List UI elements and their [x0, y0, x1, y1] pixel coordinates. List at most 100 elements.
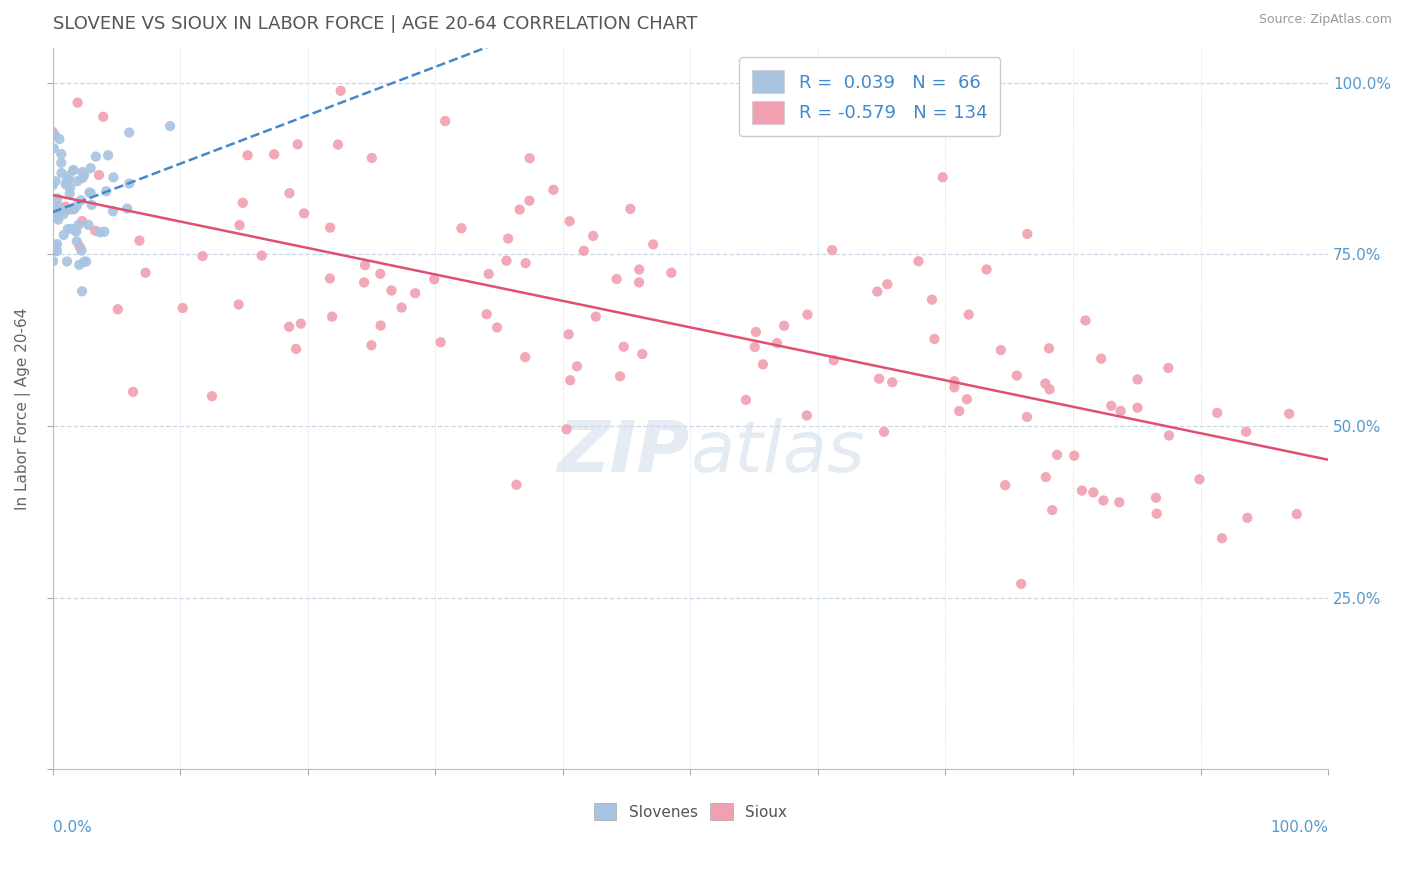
Point — [62, 202, 84, 216]
Point — [582, 228, 605, 243]
Point — [48, 132, 70, 146]
Point — [77, 218, 100, 232]
Point — [62, 163, 84, 178]
Point — [42, 254, 65, 268]
Point — [976, 262, 998, 277]
Point — [45, 174, 67, 188]
Point — [1126, 401, 1149, 415]
Point — [628, 276, 651, 290]
Point — [609, 369, 631, 384]
Point — [796, 409, 818, 423]
Point — [69, 240, 91, 254]
Point — [360, 151, 382, 165]
Point — [907, 254, 929, 268]
Point — [128, 234, 150, 248]
Point — [882, 375, 904, 389]
Point — [51, 147, 73, 161]
Point — [326, 137, 349, 152]
Point — [292, 206, 315, 220]
Text: 0.0%: 0.0% — [52, 820, 91, 835]
Point — [924, 332, 946, 346]
Point — [70, 285, 93, 299]
Point — [91, 110, 114, 124]
Point — [56, 222, 79, 236]
Point — [1038, 341, 1060, 355]
Point — [1033, 376, 1056, 391]
Point — [543, 183, 565, 197]
Point — [557, 327, 579, 342]
Point — [434, 114, 457, 128]
Point — [613, 340, 636, 354]
Point — [948, 404, 970, 418]
Point — [360, 338, 382, 352]
Point — [80, 198, 103, 212]
Point — [1071, 483, 1094, 498]
Point — [134, 266, 156, 280]
Point — [45, 244, 67, 258]
Point — [159, 119, 181, 133]
Point — [1188, 472, 1211, 486]
Point — [823, 353, 845, 368]
Point — [63, 202, 86, 216]
Point — [96, 184, 118, 198]
Point — [49, 205, 72, 219]
Point — [1211, 531, 1233, 545]
Point — [97, 148, 120, 162]
Point — [1083, 485, 1105, 500]
Point — [1017, 227, 1039, 241]
Point — [79, 161, 101, 175]
Point — [66, 174, 89, 188]
Point — [659, 266, 682, 280]
Point — [44, 210, 66, 224]
Point — [72, 165, 94, 179]
Point — [46, 191, 69, 205]
Point — [643, 237, 665, 252]
Point — [45, 203, 67, 218]
Point — [943, 374, 966, 388]
Point — [75, 254, 97, 268]
Point — [172, 301, 194, 315]
Point — [1234, 425, 1257, 439]
Point — [368, 267, 391, 281]
Point — [70, 244, 93, 258]
Point — [89, 225, 111, 239]
Point — [107, 302, 129, 317]
Point — [380, 284, 402, 298]
Point — [555, 422, 578, 436]
Point — [1063, 449, 1085, 463]
Point — [1285, 507, 1308, 521]
Point — [232, 195, 254, 210]
Point — [73, 254, 96, 268]
Point — [70, 194, 93, 208]
Point — [46, 206, 69, 220]
Point — [41, 178, 63, 193]
Point — [1109, 404, 1132, 418]
Point — [287, 137, 309, 152]
Point — [1092, 493, 1115, 508]
Point — [475, 307, 498, 321]
Point — [45, 244, 67, 259]
Point — [66, 199, 89, 213]
Point — [51, 156, 73, 170]
Point — [735, 392, 758, 407]
Point — [60, 222, 83, 236]
Point — [79, 186, 101, 201]
Point — [1035, 470, 1057, 484]
Point — [994, 478, 1017, 492]
Text: atlas: atlas — [690, 417, 865, 487]
Point — [370, 318, 392, 333]
Point — [1099, 399, 1122, 413]
Point — [228, 218, 250, 232]
Point — [41, 125, 63, 139]
Point — [79, 186, 101, 200]
Point — [52, 227, 75, 242]
Point — [118, 177, 141, 191]
Point — [515, 350, 537, 364]
Point — [278, 319, 301, 334]
Point — [873, 425, 896, 439]
Text: ZIP: ZIP — [558, 417, 690, 487]
Y-axis label: In Labor Force | Age 20-64: In Labor Force | Age 20-64 — [15, 308, 31, 510]
Point — [321, 310, 343, 324]
Point — [55, 174, 77, 188]
Point — [115, 202, 138, 216]
